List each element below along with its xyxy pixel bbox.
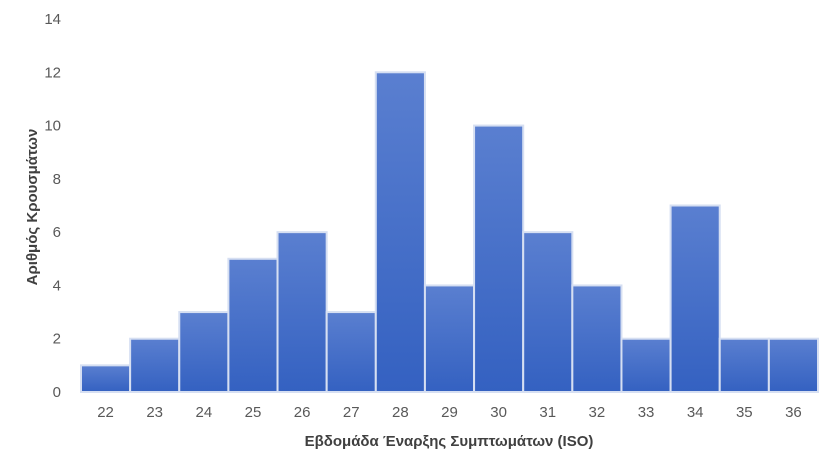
bars (80, 71, 819, 394)
x-tick-label: 34 (687, 404, 704, 421)
histogram-bar (276, 231, 328, 393)
y-axis-title: Αριθμός Κρουσμάτων (24, 129, 41, 286)
x-tick-label: 30 (490, 404, 507, 421)
histogram-bar (571, 284, 623, 393)
y-tick-label: 8 (53, 171, 61, 188)
y-tick-label: 4 (53, 277, 61, 294)
x-tick-label: 33 (638, 404, 655, 421)
histogram-bar (80, 364, 132, 394)
x-axis-ticks: 22 23 24 25 26 27 28 29 30 31 32 33 34 35 36 (97, 404, 802, 421)
x-tick-label: 23 (146, 404, 163, 421)
histogram-bar (227, 257, 279, 393)
x-tick-label: 29 (441, 404, 458, 421)
histogram-bar (669, 204, 721, 393)
x-tick-label: 26 (294, 404, 311, 421)
histogram-bar (325, 311, 377, 394)
y-axis-ticks: 0 2 4 6 8 10 12 14 (44, 11, 61, 401)
x-tick-label: 35 (736, 404, 753, 421)
x-tick-label: 25 (245, 404, 262, 421)
histogram-bar (620, 337, 672, 394)
x-tick-label: 31 (539, 404, 556, 421)
x-tick-label: 28 (392, 404, 409, 421)
histogram-bar (374, 71, 426, 394)
y-tick-label: 2 (53, 331, 61, 348)
y-tick-label: 0 (53, 384, 61, 401)
x-tick-label: 27 (343, 404, 360, 421)
histogram-bar (129, 337, 181, 394)
histogram-bar (178, 311, 230, 394)
x-axis-title: Εβδομάδα Έναρξης Συμπτωμάτων (ISO) (305, 433, 594, 450)
y-tick-label: 6 (53, 224, 61, 241)
x-tick-label: 24 (195, 404, 212, 421)
y-tick-label: 10 (44, 118, 61, 135)
histogram-bar (767, 337, 819, 394)
x-tick-label: 36 (785, 404, 802, 421)
histogram-bar (522, 231, 574, 393)
x-tick-label: 32 (589, 404, 606, 421)
x-tick-label: 22 (97, 404, 114, 421)
y-tick-label: 14 (44, 11, 61, 28)
y-tick-label: 12 (44, 64, 61, 81)
histogram-bar (718, 337, 770, 394)
histogram-bar (423, 284, 476, 393)
histogram-bar (473, 124, 525, 393)
